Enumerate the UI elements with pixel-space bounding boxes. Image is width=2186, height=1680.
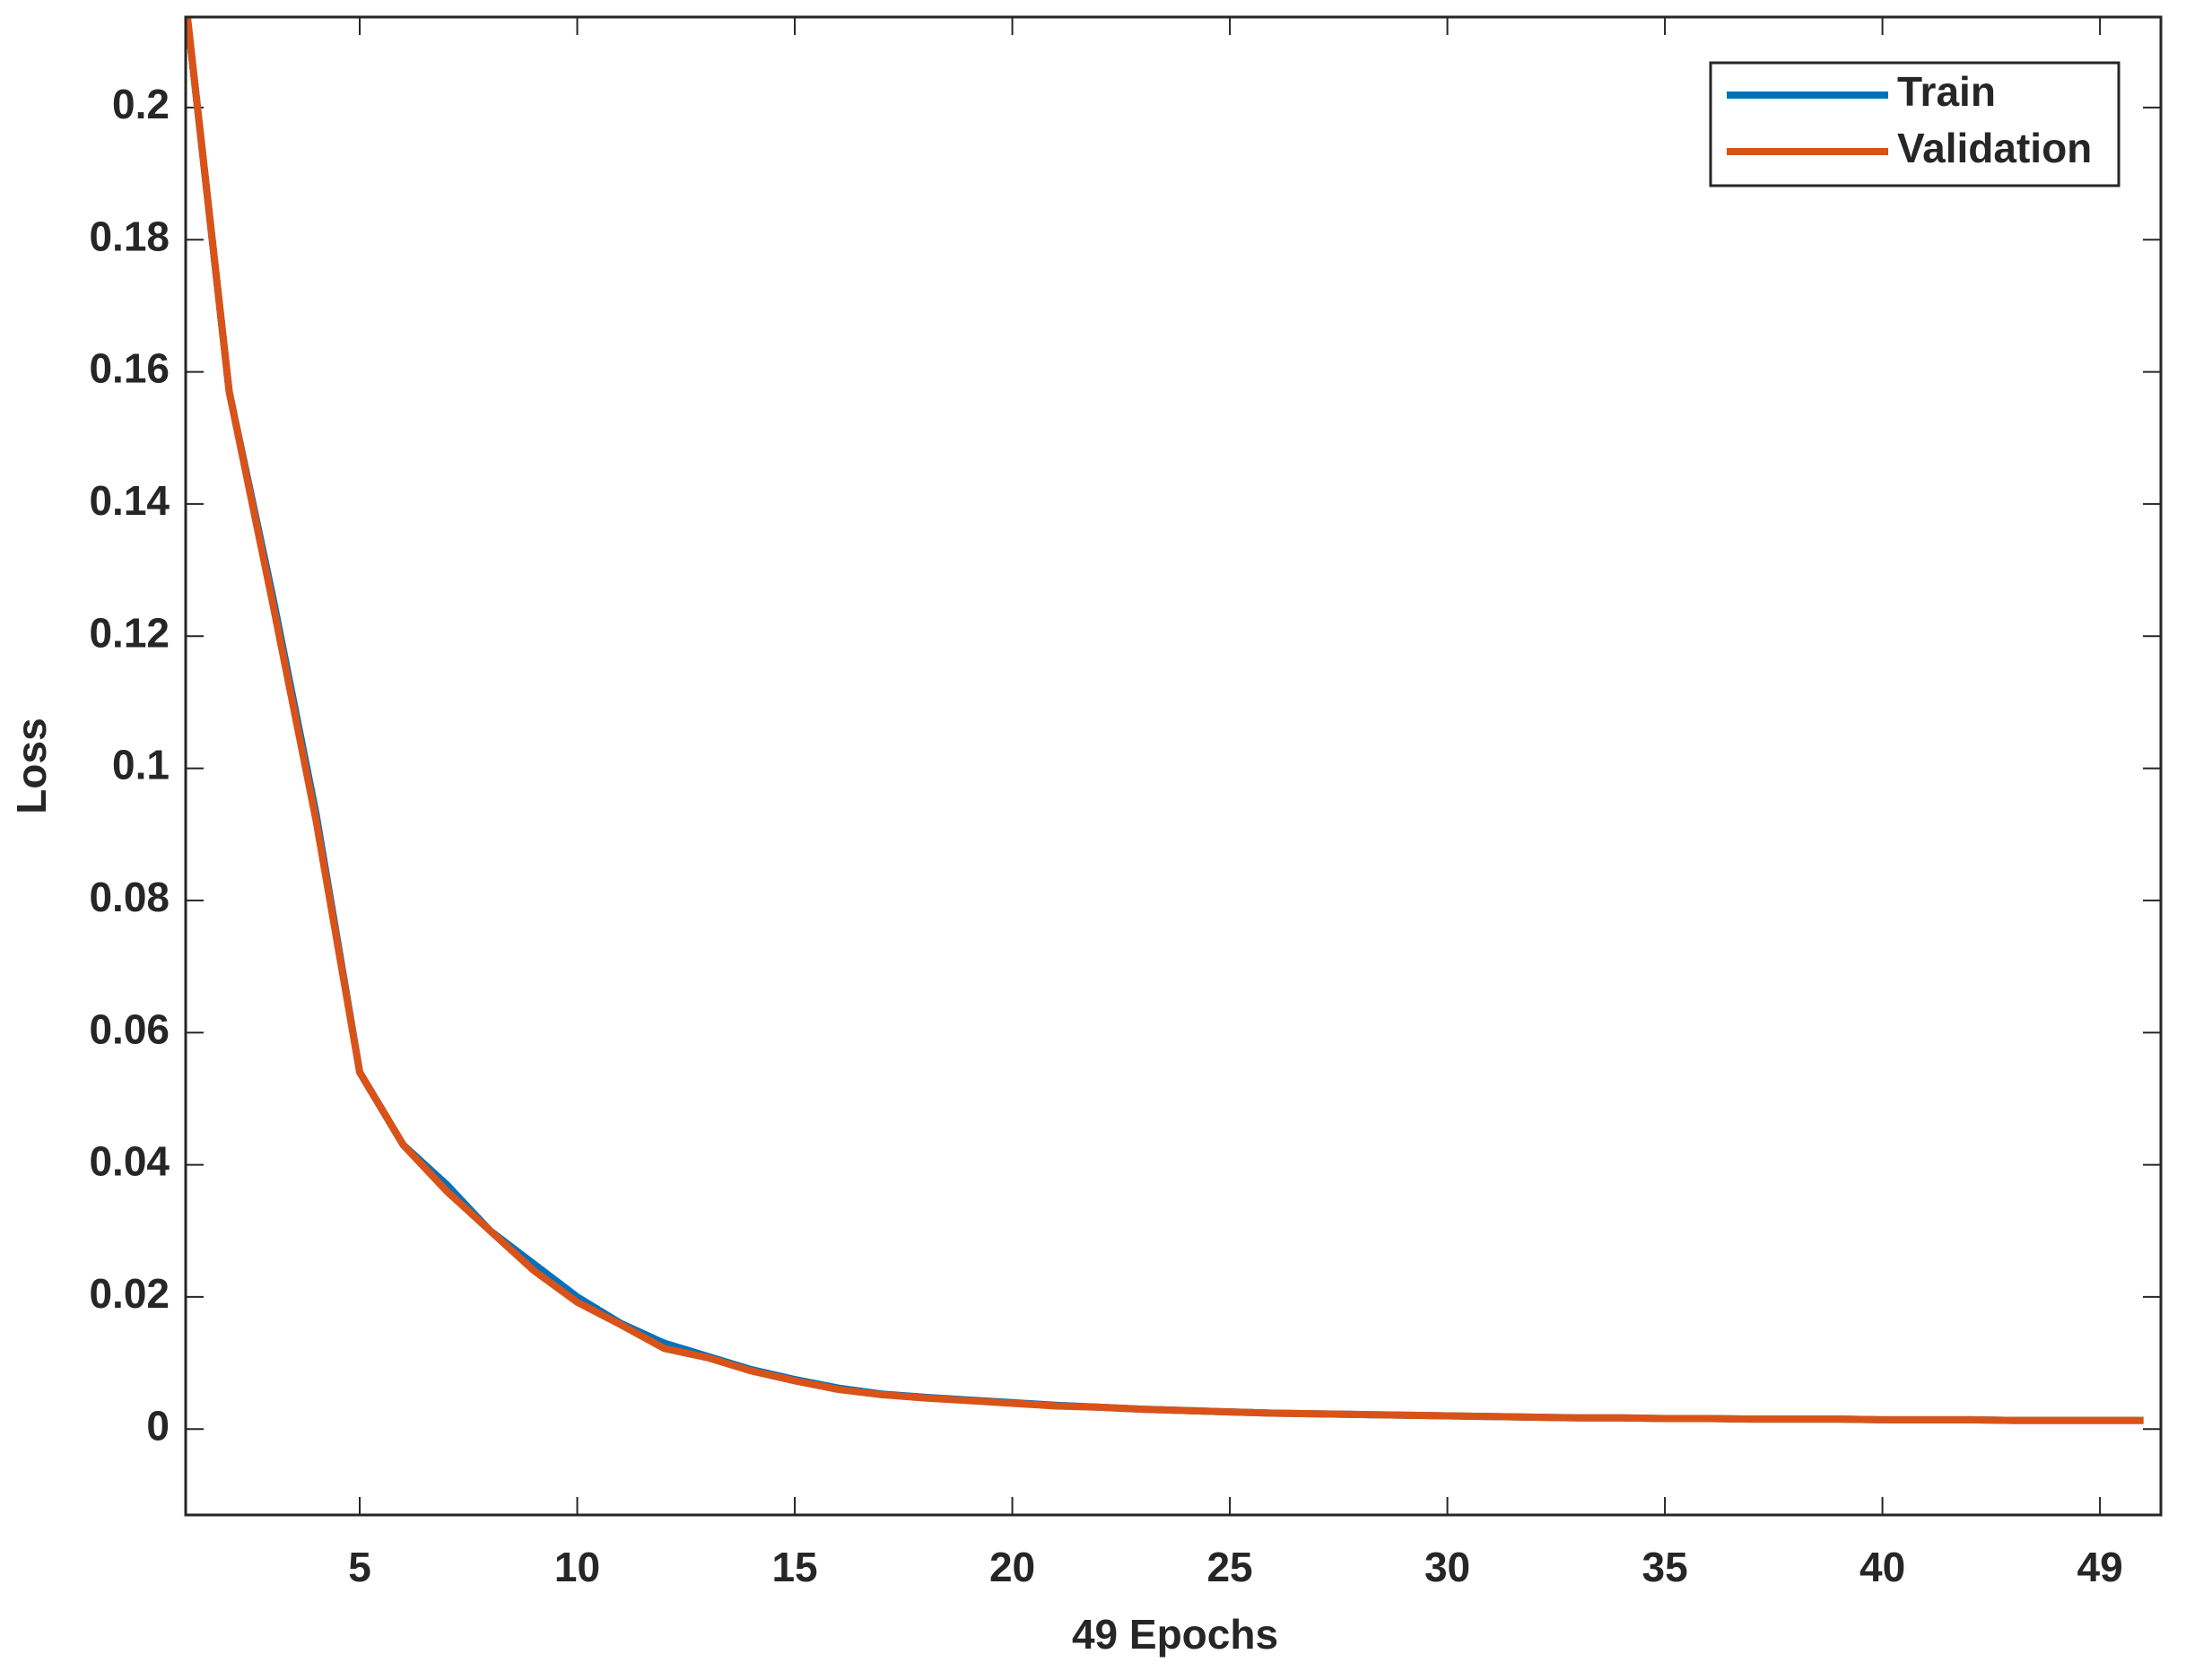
x-tick-label: 40 xyxy=(1859,1544,1905,1590)
x-tick-label: 5 xyxy=(348,1544,371,1590)
y-tick-label: 0.1 xyxy=(112,742,170,788)
x-tick-label: 20 xyxy=(989,1544,1035,1590)
legend-label: Validation xyxy=(1897,125,2092,171)
y-tick-label: 0.02 xyxy=(89,1270,170,1317)
x-tick-label: 10 xyxy=(554,1544,600,1590)
y-tick-label: 0.14 xyxy=(89,477,170,524)
y-tick-label: 0.12 xyxy=(89,609,170,656)
plot-frame xyxy=(184,15,2163,1517)
x-tick-label: 35 xyxy=(1642,1544,1687,1590)
x-tick-label: 49 xyxy=(2077,1544,2123,1590)
y-axis-label: Loss xyxy=(8,718,55,814)
series-line xyxy=(186,17,2144,1424)
y-tick-label: 0.2 xyxy=(112,81,170,127)
y-tick-label: 0.16 xyxy=(89,345,170,392)
legend-box xyxy=(1709,61,2121,187)
y-tick-label: 0 xyxy=(146,1402,170,1449)
x-axis-label: 49 Epochs xyxy=(1072,1611,1278,1658)
legend-label: Train xyxy=(1897,68,1996,115)
x-tick-label: 15 xyxy=(771,1544,817,1590)
y-tick-label: 0.18 xyxy=(89,213,170,259)
y-tick-label: 0.06 xyxy=(89,1005,170,1052)
y-tick-label: 0.04 xyxy=(89,1138,170,1185)
plot-lines xyxy=(186,17,2144,1424)
x-tick-label: 30 xyxy=(1424,1544,1470,1590)
series-line xyxy=(186,17,2144,1424)
x-tick-label: 25 xyxy=(1206,1544,1252,1590)
y-tick-label: 0.08 xyxy=(89,874,170,920)
